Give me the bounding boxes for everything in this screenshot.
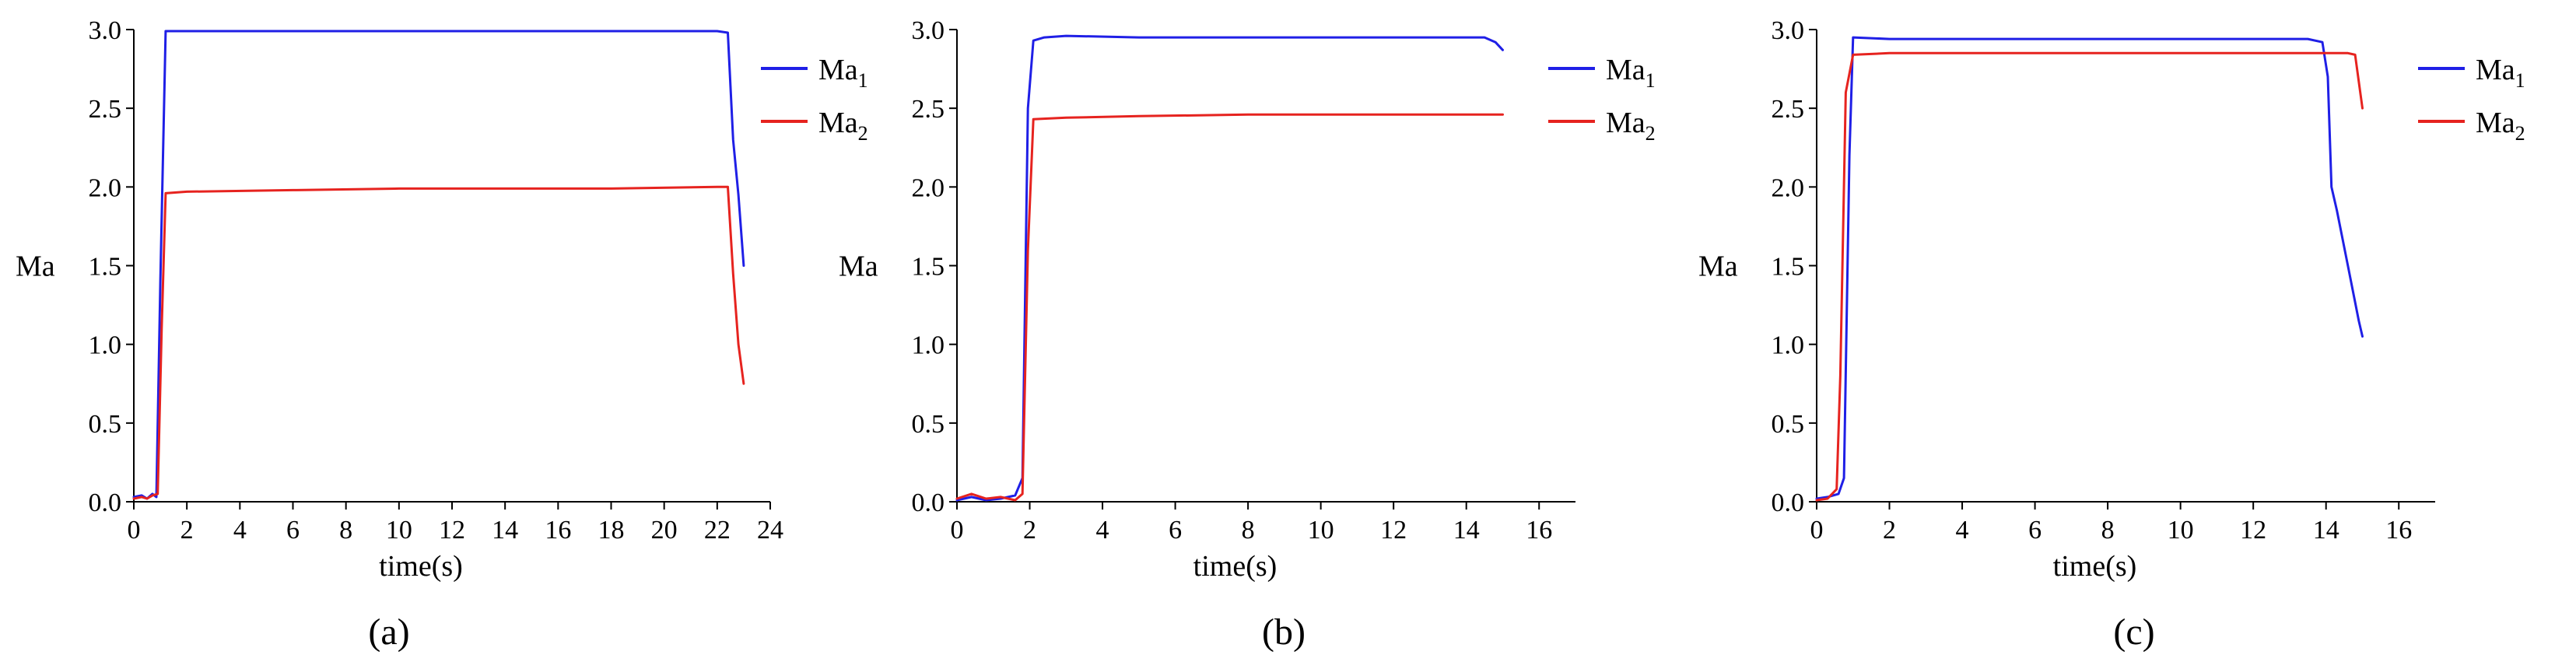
legend-label-ma2: Ma2 bbox=[818, 107, 868, 145]
x-tick-label: 16 bbox=[1526, 516, 1552, 545]
y-tick-label: 0.0 bbox=[89, 489, 122, 517]
legend-label-ma2: Ma2 bbox=[1606, 107, 1656, 145]
y-axis-title: Ma bbox=[1698, 250, 1738, 283]
y-axis-title: Ma bbox=[16, 250, 55, 283]
y-tick-label: 2.5 bbox=[1772, 95, 1805, 124]
y-tick-label: 1.0 bbox=[1772, 331, 1805, 360]
x-tick-label: 6 bbox=[2028, 516, 2042, 545]
x-tick-label: 2 bbox=[1023, 516, 1036, 545]
chart-panel-1: 0 2 4 6 8 10 12 14 16 18 20 22 240.00.51.01.52.02.53… bbox=[16, 16, 868, 653]
y-tick-label: 0.5 bbox=[89, 410, 122, 439]
x-tick-label: 12 bbox=[1380, 516, 1407, 545]
y-axis-title: Ma bbox=[839, 250, 878, 283]
y-tick-label: 0.0 bbox=[1772, 489, 1805, 517]
y-tick-label: 2.0 bbox=[1772, 173, 1805, 202]
series-line-ma2 bbox=[132, 185, 745, 500]
y-tick-label: 1.5 bbox=[912, 253, 945, 282]
x-axis-title: time(s) bbox=[1193, 550, 1277, 583]
x-tick-label: 18 bbox=[598, 516, 625, 545]
legend-label-ma1: Ma1 bbox=[1606, 54, 1656, 92]
x-tick-label: 12 bbox=[439, 516, 465, 545]
y-tick-label: 0.5 bbox=[912, 410, 945, 439]
x-tick-label: 8 bbox=[2101, 516, 2115, 545]
x-tick-label: 24 bbox=[757, 516, 783, 545]
x-tick-label: 14 bbox=[1453, 516, 1480, 545]
y-tick-label: 1.0 bbox=[89, 331, 122, 360]
legend-label-ma1: Ma1 bbox=[818, 54, 868, 92]
x-tick-label: 22 bbox=[704, 516, 731, 545]
x-tick-label: 14 bbox=[2313, 516, 2339, 545]
y-tick-label: 0.5 bbox=[1772, 410, 1805, 439]
x-tick-label: 20 bbox=[651, 516, 678, 545]
legend-label-ma1: Ma1 bbox=[2476, 54, 2525, 92]
x-tick-label: 16 bbox=[2385, 516, 2412, 545]
x-axis-title: time(s) bbox=[2053, 550, 2137, 583]
panel-caption: (c) bbox=[2113, 611, 2154, 653]
y-tick-label: 1.5 bbox=[89, 253, 122, 282]
x-tick-label: 0 bbox=[951, 516, 964, 545]
chart-panel-3: 0 2 4 6 8 10 12 14 16 0.0 0.5 1.0 1.5 2.0 2.5 3.0 time(s… bbox=[1698, 16, 2525, 653]
x-tick-label: 8 bbox=[1242, 516, 1255, 545]
series-line-ma1 bbox=[132, 30, 745, 500]
legend-label-ma2: Ma2 bbox=[2476, 107, 2525, 145]
y-tick-label: 1.0 bbox=[912, 331, 945, 360]
x-tick-label: 4 bbox=[1956, 516, 1969, 545]
y-tick-label: 2.5 bbox=[912, 95, 945, 124]
series-line-ma1 bbox=[955, 34, 1504, 502]
x-tick-label: 2 bbox=[1883, 516, 1896, 545]
x-tick-label: 12 bbox=[2240, 516, 2266, 545]
series-line-ma2 bbox=[955, 113, 1504, 502]
x-tick-label: 16 bbox=[545, 516, 571, 545]
x-axis-title: time(s) bbox=[379, 550, 463, 583]
x-tick-label: 4 bbox=[1096, 516, 1109, 545]
x-tick-label: 4 bbox=[233, 516, 247, 545]
y-tick-label: 2.0 bbox=[912, 173, 945, 202]
x-tick-label: 10 bbox=[2168, 516, 2194, 545]
x-tick-label: 0 bbox=[1810, 516, 1824, 545]
y-tick-label: 0.0 bbox=[912, 489, 945, 517]
y-tick-label: 3.0 bbox=[89, 16, 122, 45]
y-tick-label: 2.5 bbox=[89, 95, 122, 124]
panel-caption: (b) bbox=[1262, 611, 1306, 653]
x-tick-label: 6 bbox=[286, 516, 300, 545]
x-tick-label: 2 bbox=[180, 516, 194, 545]
y-tick-label: 2.0 bbox=[89, 173, 122, 202]
x-tick-label: 14 bbox=[492, 516, 518, 545]
x-tick-label: 10 bbox=[386, 516, 412, 545]
chart-panel-2: 0 2 4 6 8 10 12 14 16 0.0 0.5 1.0 1.5 2.0 2.5 3.0 time(s… bbox=[839, 16, 1656, 653]
x-tick-label: 10 bbox=[1308, 516, 1334, 545]
series-line-ma2 bbox=[1815, 51, 2364, 502]
x-tick-label: 6 bbox=[1169, 516, 1182, 545]
panel-caption: (a) bbox=[368, 611, 409, 653]
series-line-ma1 bbox=[1815, 36, 2364, 500]
y-tick-label: 3.0 bbox=[1772, 16, 1805, 45]
x-tick-label: 0 bbox=[128, 516, 141, 545]
x-tick-label: 8 bbox=[339, 516, 352, 545]
y-tick-label: 3.0 bbox=[912, 16, 945, 45]
y-tick-label: 1.5 bbox=[1772, 253, 1805, 282]
